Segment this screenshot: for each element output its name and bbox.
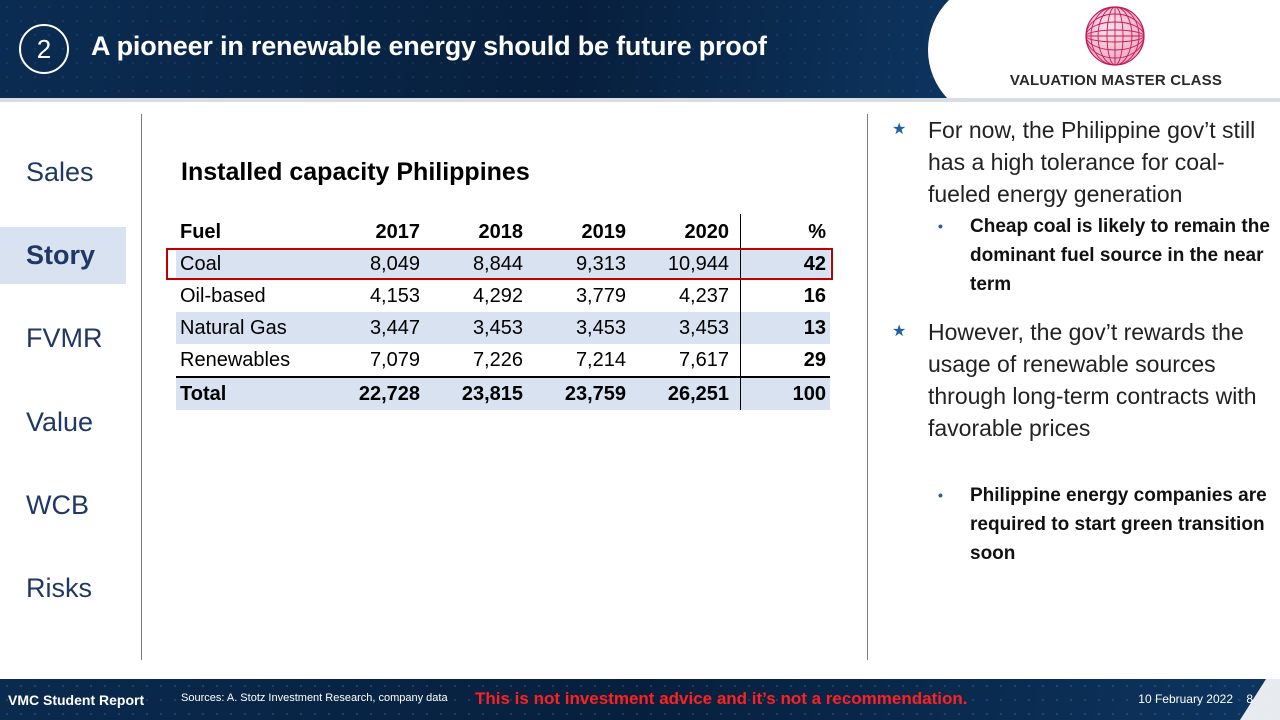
- table-cell: 42: [803, 253, 826, 275]
- table-cell: 8,049: [369, 253, 420, 275]
- total-cell: 26,251: [667, 383, 729, 405]
- header-cell: Fuel: [180, 221, 222, 243]
- header-cell: %: [808, 221, 826, 243]
- table-cell: Coal: [180, 253, 222, 275]
- table-cell: 13: [803, 317, 826, 339]
- header-cell: 2019: [581, 221, 627, 243]
- table-cell: 3,453: [472, 317, 523, 339]
- dot-bullet-icon: •: [938, 487, 943, 503]
- table-cell: 4,237: [678, 285, 729, 307]
- disclaimer: This is not investment advice and it’s n…: [475, 689, 968, 708]
- slide-title: A pioneer in renewable energy should be …: [91, 31, 767, 61]
- table-row: Natural Gas 3,447 3,453 3,453 3,453 13: [176, 312, 830, 344]
- slide-footer: VMC Student Report Sources: A. Stotz Inv…: [0, 657, 1280, 720]
- table-cell: 3,453: [575, 317, 626, 339]
- table-cell: 7,214: [575, 349, 626, 371]
- table-cell: 10,944: [667, 253, 729, 275]
- nav-item-risks[interactable]: Risks: [0, 560, 126, 617]
- total-rule: [176, 376, 830, 378]
- nav-item-story[interactable]: Story: [0, 227, 126, 284]
- header-divider: [0, 98, 1280, 102]
- table-cell: 7,226: [472, 349, 523, 371]
- table-title: Installed capacity Philippines: [181, 158, 530, 186]
- star-bullet-icon: ★: [892, 121, 907, 138]
- star-bullet-icon: ★: [892, 323, 907, 340]
- table-total-row: Total 22,728 23,815 23,759 26,251 100: [176, 378, 830, 410]
- section-number-badge: 2: [19, 24, 69, 74]
- table-cell: Natural Gas: [180, 317, 287, 339]
- table-cell: 3,447: [369, 317, 420, 339]
- report-date: 10 February 2022: [1138, 692, 1233, 706]
- nav-item-label: FVMR: [26, 323, 103, 353]
- nav-item-label: Story: [26, 240, 96, 270]
- nav-item-value[interactable]: Value: [0, 394, 126, 451]
- total-cell: 100: [792, 383, 826, 405]
- nav-divider: [141, 114, 142, 660]
- bullet-text: However, the gov’t rewards the usage of …: [928, 319, 1257, 441]
- bullet-text: For now, the Philippine gov’t still has …: [928, 117, 1256, 207]
- table-cell: Oil-based: [180, 285, 266, 307]
- table-row: Renewables 7,079 7,226 7,214 7,617 29: [176, 344, 830, 376]
- percent-column-rule: [740, 214, 741, 410]
- table-cell: 4,153: [369, 285, 420, 307]
- nav-item-sales[interactable]: Sales: [0, 144, 126, 201]
- total-cell: Total: [180, 383, 227, 405]
- table-cell: 9,313: [575, 253, 626, 275]
- table-cell: 29: [803, 349, 826, 371]
- content-divider: [867, 114, 868, 660]
- header-cell: 2017: [375, 221, 421, 243]
- nav-item-label: Risks: [26, 573, 92, 603]
- table-header-row: Fuel 2017 2018 2019 2020 %: [176, 216, 830, 248]
- footer-texture: [0, 679, 1280, 720]
- table-cell: 16: [803, 285, 826, 307]
- total-cell: 23,759: [564, 383, 626, 405]
- logo-text: VALUATION MASTER CLASS: [1009, 72, 1223, 89]
- globe-logo-icon: [1085, 6, 1145, 66]
- table-cell: 7,079: [369, 349, 420, 371]
- sub-bullet-text: Philippine energy companies are required…: [970, 485, 1267, 564]
- page-curl: [1240, 657, 1280, 720]
- table-cell: 8,844: [472, 253, 523, 275]
- sub-bullet-text: Cheap coal is likely to remain the domin…: [970, 216, 1270, 295]
- table-cell: 7,617: [678, 349, 729, 371]
- coal-row-highlight: [166, 248, 833, 280]
- total-cell: 22,728: [358, 383, 420, 405]
- report-name: VMC Student Report: [8, 692, 145, 708]
- nav-item-label: Value: [26, 407, 94, 437]
- table-cell: 4,292: [472, 285, 523, 307]
- nav-item-label: WCB: [26, 490, 89, 520]
- dot-bullet-icon: •: [938, 218, 943, 234]
- nav-item-fvmr[interactable]: FVMR: [0, 310, 126, 367]
- table-cell: Renewables: [180, 349, 291, 371]
- sources-note: Sources: A. Stotz Investment Research, c…: [181, 692, 448, 704]
- header-cell: 2018: [478, 221, 524, 243]
- header-cell: 2020: [684, 221, 730, 243]
- nav-item-label: Sales: [26, 157, 94, 187]
- table-row: Coal 8,049 8,844 9,313 10,944 42: [176, 248, 830, 280]
- section-number: 2: [36, 33, 52, 64]
- slide-header: 2 A pioneer in renewable energy should b…: [0, 0, 1280, 98]
- nav-item-wcb[interactable]: WCB: [0, 477, 126, 534]
- table-cell: 3,453: [678, 317, 729, 339]
- table-cell: 3,779: [575, 285, 626, 307]
- table-row: Oil-based 4,153 4,292 3,779 4,237 16: [176, 280, 830, 312]
- total-cell: 23,815: [461, 383, 523, 405]
